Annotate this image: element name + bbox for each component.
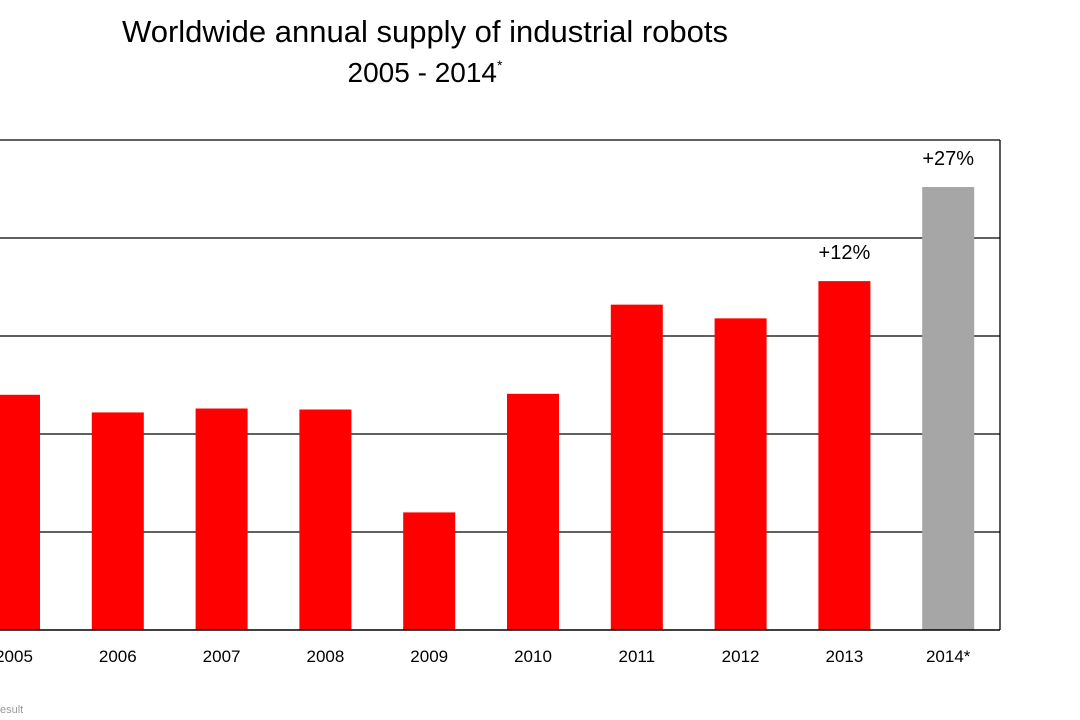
x-tick-label: 2013 [825, 647, 863, 666]
chart-title: Worldwide annual supply of industrial ro… [122, 14, 728, 49]
chart-subtitle: 2005 - 2014* [0, 57, 850, 89]
bar-2006 [91, 412, 144, 630]
annotation-label: +27% [922, 148, 974, 170]
x-tick-label: 2008 [306, 647, 344, 666]
chart-subtitle-mark: * [497, 57, 503, 73]
bar-2008 [299, 409, 352, 630]
x-tick-label: 2006 [99, 647, 137, 666]
bar-2013 [818, 281, 871, 630]
x-tick-label: 2010 [514, 647, 552, 666]
bar-2012 [714, 318, 767, 630]
footnote: esult [0, 704, 24, 716]
chart-subtitle-text: 2005 - 2014 [347, 57, 497, 88]
bar-2014* [922, 187, 975, 631]
x-tick-label: 2005 [0, 647, 33, 666]
bar-2009 [403, 512, 456, 630]
x-tick-label: 2014* [926, 647, 971, 666]
x-tick-label: 2007 [203, 647, 241, 666]
x-tick-label: 2011 [619, 647, 656, 666]
bar-2011 [610, 304, 663, 630]
x-tick-label: 2012 [722, 647, 760, 666]
bar-2005 [0, 394, 40, 630]
bar-2010 [507, 393, 559, 630]
annotation-label: +12% [819, 242, 871, 264]
x-tick-label: 2009 [410, 647, 448, 666]
bar-2007 [195, 408, 248, 630]
